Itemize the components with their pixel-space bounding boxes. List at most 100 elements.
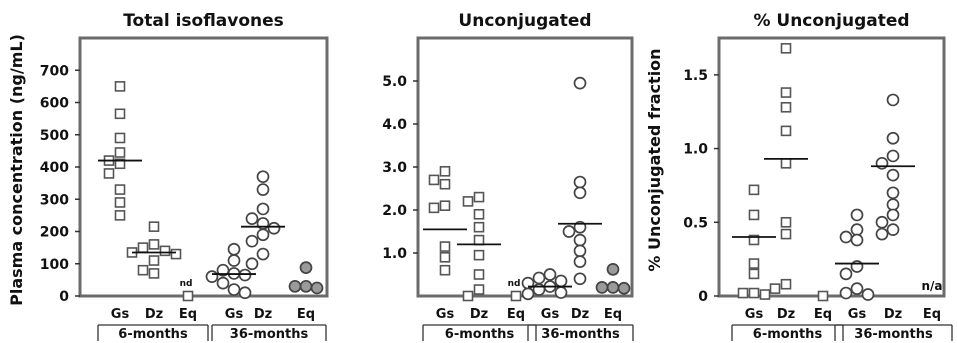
- data-point: [473, 284, 485, 295]
- data-point: [256, 202, 270, 216]
- panel-3-title: % Unconjugated: [753, 11, 909, 31]
- panel-1-category-label: Dz: [254, 307, 272, 322]
- panel-1-y-tick-label: 100: [40, 257, 69, 273]
- data-point: [114, 197, 126, 208]
- data-point: [473, 269, 485, 280]
- data-point: [850, 223, 864, 237]
- data-point: [617, 281, 631, 295]
- panel-3-y-tick-label: 1.5: [683, 68, 708, 84]
- panel-2-group-label: 6-months: [445, 327, 515, 342]
- panel-1-category-label: Gs: [111, 307, 130, 322]
- panel-1-category-label: Eq: [179, 307, 197, 322]
- data-point: [439, 200, 451, 211]
- data-point: [137, 264, 149, 276]
- data-point: [886, 93, 900, 107]
- data-point: [473, 249, 485, 261]
- panel-3-category-label: Eq: [923, 307, 941, 322]
- data-point: [114, 147, 126, 158]
- data-point: [573, 76, 587, 90]
- panel-1-y-tick-label: 500: [40, 128, 69, 144]
- data-point: [839, 286, 853, 300]
- data-point: [227, 254, 241, 267]
- data-point: [850, 208, 864, 222]
- data-point: [299, 261, 313, 274]
- panel-3-y-tick-label: 1.0: [683, 142, 708, 158]
- data-point: [256, 170, 270, 184]
- data-point: [861, 288, 875, 301]
- data-point: [817, 290, 829, 302]
- data-point: [510, 290, 522, 302]
- panel-3-category-label: Eq: [814, 307, 832, 322]
- data-point: [428, 202, 440, 214]
- data-point: [780, 125, 792, 137]
- data-point: [439, 264, 451, 276]
- data-point: [103, 168, 115, 179]
- data-point: [114, 81, 126, 92]
- data-point: [299, 279, 313, 293]
- panel-3-group-label: 6-months: [753, 327, 823, 342]
- data-point: [462, 290, 474, 302]
- panel-3-y-tick-label: 0: [698, 289, 708, 305]
- data-point: [748, 287, 760, 299]
- data-point: [439, 166, 451, 177]
- panel-1-category-label: Eq: [297, 307, 315, 322]
- data-point: [554, 274, 568, 288]
- data-point: [850, 233, 864, 247]
- data-point: [886, 168, 900, 182]
- data-point: [216, 276, 230, 290]
- data-point: [238, 268, 252, 282]
- data-point: [875, 227, 889, 241]
- panel-2-y-tick-label: 3.0: [382, 160, 407, 176]
- data-point: [573, 255, 587, 268]
- panel-1-y-tick-label: 200: [40, 225, 69, 241]
- data-point: [159, 245, 171, 257]
- data-point: [759, 289, 771, 300]
- data-point: [886, 131, 900, 145]
- data-point: [875, 156, 889, 170]
- data-point: [554, 286, 568, 299]
- data-point: [748, 209, 760, 221]
- data-point: [780, 228, 792, 240]
- panel-2-y-tick-label: 4.0: [382, 117, 407, 133]
- panel-3-note-label: n/a: [921, 279, 942, 293]
- data-point: [780, 87, 792, 98]
- data-point: [780, 158, 792, 169]
- panel-2-category-label: Gs: [436, 307, 455, 322]
- data-point: [473, 221, 485, 233]
- data-point: [573, 233, 587, 247]
- panel-1-y-tick-label: 400: [40, 160, 69, 176]
- data-point: [748, 268, 760, 280]
- data-point: [473, 209, 485, 220]
- panel-2-category-label: Dz: [470, 307, 488, 322]
- data-point: [606, 281, 620, 294]
- data-point: [170, 248, 182, 260]
- panel-3-y-tick-label: 0.5: [683, 215, 708, 231]
- data-point: [267, 221, 281, 235]
- data-point: [114, 158, 126, 170]
- data-point: [875, 215, 889, 229]
- data-point: [114, 210, 126, 221]
- data-point: [850, 282, 864, 295]
- panel-2-group-label: 36-months: [541, 327, 620, 342]
- panel-2-y-tick-label: 5.0: [382, 74, 407, 90]
- data-point: [227, 242, 241, 256]
- data-point: [573, 272, 587, 286]
- data-point: [886, 186, 900, 200]
- data-point: [886, 208, 900, 222]
- panel-1-y-axis-label: Plasma concentration (ng/mL): [7, 34, 26, 306]
- data-point: [216, 263, 230, 277]
- data-point: [148, 268, 160, 279]
- data-point: [439, 252, 451, 263]
- data-point: [245, 234, 259, 248]
- data-point: [543, 268, 557, 281]
- data-point: [886, 149, 900, 163]
- data-point: [256, 228, 270, 242]
- data-point: [595, 281, 609, 294]
- data-point: [748, 234, 760, 246]
- data-point: [205, 270, 219, 283]
- data-point: [521, 287, 535, 301]
- panel-3-category-label: Gs: [745, 307, 764, 322]
- data-point: [473, 234, 485, 246]
- data-point: [148, 221, 160, 232]
